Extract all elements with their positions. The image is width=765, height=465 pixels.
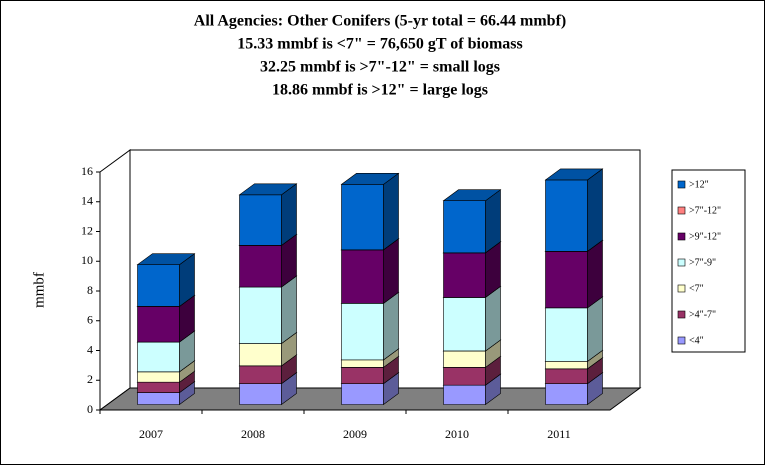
bar-face: [443, 200, 486, 254]
bar-face: [239, 383, 282, 405]
bar-face: [443, 384, 486, 405]
legend-swatch: [677, 258, 686, 267]
y-tick-label: 16: [81, 164, 93, 178]
legend-label: >9"-12": [689, 231, 721, 242]
bar-face: [443, 252, 486, 298]
x-tick-label: 2010: [445, 427, 469, 441]
x-tick-label: 2007: [139, 427, 163, 441]
bar-face: [383, 172, 399, 251]
bar-face: [239, 343, 282, 367]
bar-face: [341, 303, 384, 361]
legend-swatch: [677, 310, 686, 319]
bar-face: [137, 306, 180, 343]
bar-face: [239, 365, 282, 384]
legend-label: >7"-9": [689, 257, 716, 268]
bar-segment: [544, 168, 604, 252]
bar-face: [545, 361, 588, 370]
bar-face: [587, 239, 603, 309]
bar-segment: [238, 183, 298, 246]
chart-title: All Agencies: Other Conifers (5-yr total…: [194, 13, 566, 30]
bar-segment: [136, 253, 196, 307]
x-tick-label: 2011: [547, 427, 571, 441]
bar-face: [545, 179, 588, 252]
bar-face: [239, 194, 282, 246]
bar-face: [137, 381, 180, 393]
legend-swatch: [677, 180, 686, 189]
bar-face: [239, 286, 282, 344]
bar-face: [239, 245, 282, 288]
bar-face: [383, 291, 399, 361]
bar-face: [545, 383, 588, 405]
bar-segment: [340, 172, 400, 251]
bar-face: [137, 392, 180, 405]
bar-face: [281, 275, 297, 345]
legend-swatch: [677, 206, 686, 215]
legend-label: <4": [689, 335, 704, 346]
bar-face: [443, 367, 486, 386]
side-wall: [99, 149, 131, 411]
bar-face: [341, 184, 384, 251]
bar-face: [341, 359, 384, 368]
y-tick-label: 2: [87, 372, 93, 386]
bar-face: [136, 253, 196, 265]
bar-face: [545, 368, 588, 384]
bar-face: [443, 350, 486, 368]
bar-face: [587, 168, 603, 252]
bar-face: [341, 367, 384, 384]
legend-swatch: [677, 232, 686, 241]
legend-label: >12": [689, 179, 709, 190]
legend-swatch: [677, 336, 686, 345]
bar-face: [137, 371, 180, 383]
bar-face: [545, 250, 588, 309]
y-axis-label: mmbf: [31, 272, 47, 308]
chart-title: 15.33 mmbf is <7" = 76,650 gT of biomass: [237, 36, 523, 53]
legend-label: <7": [689, 283, 704, 294]
x-tick-label: 2008: [241, 427, 265, 441]
bar-face: [442, 189, 502, 202]
y-tick-label: 10: [81, 253, 93, 267]
y-tick-label: 12: [81, 223, 93, 237]
chart-title: 32.25 mmbf is >7"-12" = small logs: [260, 59, 500, 76]
bar-segment: [442, 189, 502, 254]
bar-face: [238, 183, 298, 196]
legend-swatch: [677, 284, 686, 293]
bar-face: [341, 249, 384, 304]
y-tick-label: 4: [87, 342, 93, 356]
y-tick-label: 8: [87, 283, 93, 297]
bar-face: [544, 168, 604, 181]
chart-title: 18.86 mmbf is >12" = large logs: [272, 82, 488, 99]
y-tick-label: 14: [81, 194, 93, 208]
bar-face: [137, 264, 180, 307]
y-tick-label: 6: [87, 313, 93, 327]
bar-face: [341, 383, 384, 405]
legend-label: >7"-12": [689, 205, 721, 216]
bar-face: [340, 173, 400, 185]
bar-face: [443, 297, 486, 352]
bar-face: [545, 307, 588, 362]
legend-label: >4"-7": [689, 309, 716, 320]
y-tick-label: 0: [87, 402, 93, 416]
bar-face: [137, 341, 180, 373]
x-tick-label: 2009: [343, 427, 367, 441]
